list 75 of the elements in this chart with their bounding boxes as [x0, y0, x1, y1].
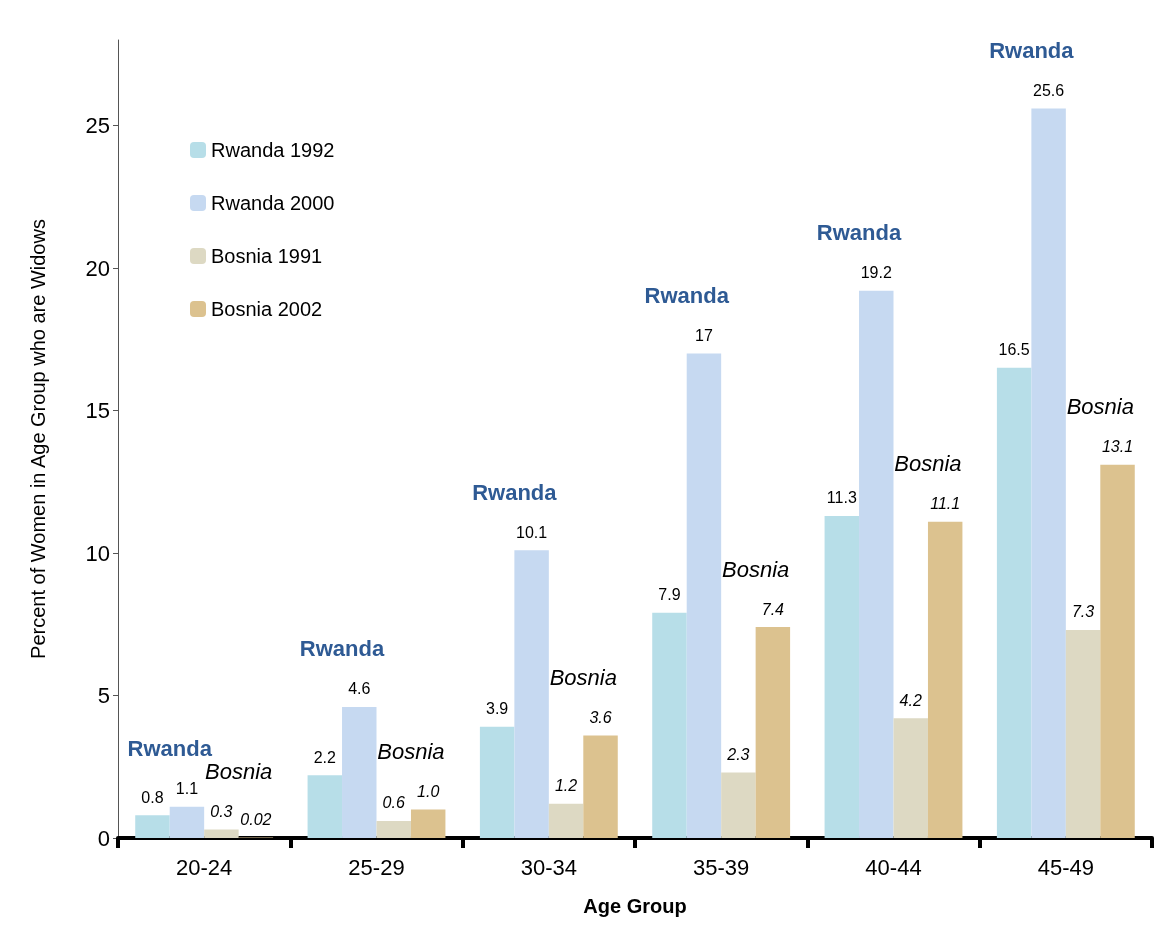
data-label: 25.6	[1033, 81, 1065, 99]
bar	[204, 829, 239, 838]
y-axis-title: Percent of Women in Age Group who are Widows	[27, 219, 49, 659]
data-label: 3.9	[486, 700, 509, 718]
bar	[824, 515, 860, 838]
bar	[721, 772, 756, 838]
y-tick-label: 20	[85, 255, 110, 281]
bar	[893, 718, 928, 838]
data-label: 3.6	[589, 708, 612, 726]
x-tick-label: 20-24	[176, 854, 233, 880]
bar	[307, 775, 343, 838]
data-label: 7.3	[1071, 603, 1095, 621]
data-label: 7.9	[658, 586, 681, 604]
bar	[1065, 629, 1101, 838]
bar	[755, 627, 791, 838]
bar	[927, 521, 963, 838]
data-label: 0.6	[382, 794, 405, 812]
x-tick-label: 35-39	[693, 854, 750, 880]
bar	[410, 809, 446, 838]
data-label: 16.5	[998, 341, 1030, 359]
bar	[135, 815, 170, 838]
legend-label: Rwanda 1992	[211, 139, 335, 161]
bar	[583, 735, 618, 838]
data-label: 11.3	[826, 489, 857, 507]
x-tick-label: 45-49	[1037, 854, 1094, 880]
bar	[342, 706, 377, 838]
data-label: 13.1	[1101, 438, 1134, 456]
data-label: 17	[695, 327, 713, 344]
bar	[169, 806, 205, 838]
data-label: 4.6	[348, 680, 371, 698]
bar	[1100, 464, 1135, 838]
legend-label: Bosnia 1991	[211, 245, 323, 267]
data-label: 11.1	[930, 495, 961, 513]
annotation: Bosnia	[549, 664, 617, 690]
data-label: 7.4	[761, 600, 785, 618]
data-label: 0.8	[141, 788, 164, 806]
y-tick-label: 25	[85, 113, 110, 138]
data-label: 0.02	[240, 810, 272, 828]
data-label: 1.1	[175, 780, 199, 798]
data-label: 1.2	[554, 777, 578, 795]
x-tick-label: 25-29	[348, 854, 405, 880]
legend-label: Rwanda 2000	[211, 192, 335, 214]
bar	[686, 353, 722, 838]
y-tick-label: 5	[97, 683, 110, 708]
y-tick-label: 15	[85, 398, 110, 423]
annotation: Bosnia	[377, 739, 445, 764]
data-label: 1.0	[417, 783, 440, 800]
bar	[514, 550, 549, 838]
data-label: 19.2	[860, 264, 892, 282]
data-label: 4.2	[899, 691, 922, 709]
data-label: 2.3	[726, 745, 750, 763]
x-tick-label: 40-44	[865, 854, 922, 880]
legend-label: Bosnia 2002	[211, 298, 323, 320]
annotation: Rwanda	[816, 220, 902, 246]
annotation: Rwanda	[299, 636, 385, 662]
annotation: Bosnia	[721, 556, 790, 582]
bar	[652, 612, 687, 838]
bar	[1031, 108, 1066, 838]
bar	[548, 803, 584, 838]
bar	[479, 726, 515, 838]
annotation: Rwanda	[644, 283, 730, 308]
annotation: Bosnia	[1066, 394, 1134, 420]
data-label: 2.2	[313, 748, 337, 766]
annotation: Rwanda	[472, 479, 558, 505]
bar	[996, 367, 1032, 838]
x-tick-label: 30-34	[520, 854, 577, 880]
y-tick-label: 0	[97, 825, 110, 851]
x-axis-title: Age Group	[583, 895, 687, 917]
data-label: 10.1	[516, 523, 548, 541]
y-tick-label: 10	[85, 540, 110, 566]
annotation: Rwanda	[989, 37, 1075, 63]
bar	[376, 820, 411, 838]
bar	[859, 290, 894, 838]
data-label: 0.3	[210, 802, 233, 820]
annotation: Bosnia	[894, 451, 962, 477]
